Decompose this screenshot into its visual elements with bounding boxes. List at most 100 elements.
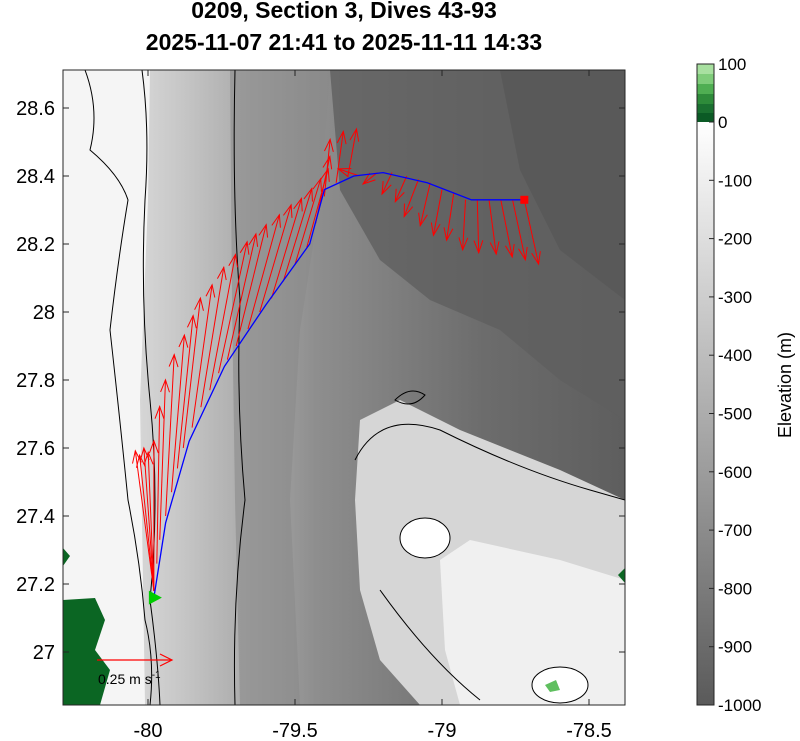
colorbar-tick-label: -100 [718, 171, 752, 190]
scale-arrow-label: 0.25 m s-1 [98, 670, 161, 687]
slope-band [230, 70, 330, 705]
land [63, 548, 70, 566]
current-vector [176, 314, 197, 469]
y-tick-label: 27.6 [16, 438, 55, 460]
map-axes: 0.25 m s-1 -80 -79.5 -79 -78.5 2727.227.427… [16, 69, 626, 741]
x-tick-label: -80 [134, 720, 163, 741]
current-vector [132, 449, 155, 591]
colorbar-tick-label: -500 [718, 405, 752, 424]
current-vector [154, 405, 165, 564]
current-vector [394, 175, 408, 204]
y-tick-label: 28.2 [16, 234, 55, 256]
y-axis: 27 27.2 27.4 27.6 27.8 28 28.2 28.4 28.6 [16, 98, 625, 664]
land [545, 680, 560, 692]
plateau-shallow [440, 540, 625, 705]
current-vector [512, 199, 528, 262]
y-tick-label: 27 [33, 642, 55, 664]
colorbar-ocean [697, 122, 714, 705]
current-vector [159, 378, 170, 540]
y-tick-label: 27.8 [16, 370, 55, 392]
colorbar-ticks: 100 0 -100 -200 -300 -400 -500 -600 -700 -800 -900… [709, 55, 761, 715]
colorbar-land-band [697, 113, 714, 122]
current-vector [218, 240, 250, 374]
current-vector [235, 223, 269, 347]
current-vector [418, 182, 431, 228]
colorbar-tick-label: -1000 [718, 696, 761, 715]
current-vector [403, 179, 419, 218]
contour-line [531, 666, 589, 704]
end-marker [520, 195, 529, 204]
y-tick-label: 28.4 [16, 166, 55, 188]
current-vectors [132, 127, 541, 591]
colorbar-tick-label: -400 [718, 346, 752, 365]
colorbar-tick-label: -200 [718, 230, 752, 249]
contour-line [354, 423, 625, 501]
y-tick-label: 27.4 [16, 506, 55, 528]
y-tick-label: 28 [33, 302, 55, 324]
contour-line [84, 70, 153, 705]
x-tick-label: -78.5 [566, 720, 612, 741]
colorbar-tick-label: -700 [718, 521, 752, 540]
colorbar-tick-label: -900 [718, 638, 752, 657]
start-marker [148, 590, 162, 605]
colorbar-land-band [697, 104, 714, 113]
current-vector [271, 197, 303, 299]
current-vector [443, 192, 455, 242]
colorbar-label: Elevation (m) [775, 332, 795, 438]
current-vector [200, 265, 227, 408]
current-vector [488, 199, 500, 256]
current-vector [171, 333, 189, 493]
current-vector [135, 453, 155, 591]
current-vector [473, 199, 484, 255]
colorbar-tick-label: 100 [718, 55, 746, 74]
current-vector [335, 129, 347, 183]
current-vector [148, 439, 159, 591]
track-markers [148, 195, 529, 605]
colorbar-land-band [697, 74, 714, 84]
colorbar-land-band [697, 94, 714, 104]
contour-line [379, 589, 481, 701]
current-vector [209, 253, 239, 391]
colorbar-land-band [697, 84, 714, 94]
contour-line [394, 390, 426, 405]
bathymetry [63, 70, 625, 705]
current-vector [336, 167, 360, 178]
y-tick-label: 28.6 [16, 98, 55, 120]
colorbar: 100 0 -100 -200 -300 -400 -500 -600 -700 -800 -900… [696, 55, 795, 715]
current-vector [282, 187, 313, 282]
land [63, 598, 110, 705]
shoal [399, 517, 451, 559]
current-vector [381, 172, 393, 196]
scale-arrow-head [159, 653, 174, 667]
chart-title-line2: 2025-11-07 21:41 to 2025-11-11 14:33 [146, 29, 542, 55]
glider-track [153, 171, 525, 598]
current-vector [143, 450, 155, 591]
current-vector [259, 203, 293, 313]
colorbar-tick-label: -300 [718, 288, 752, 307]
colorbar-land-band [697, 64, 714, 74]
current-vector [458, 199, 469, 252]
current-vector [323, 137, 334, 197]
current-vector [430, 189, 443, 237]
current-vector [247, 213, 281, 330]
track-line [153, 171, 525, 598]
x-tick-label: -79 [428, 720, 457, 741]
scale-arrow: 0.25 m s-1 [97, 653, 174, 687]
current-vector [191, 283, 216, 428]
chart-title-line1: 0209, Section 3, Dives 43-93 [191, 0, 497, 23]
current-vector [500, 199, 515, 259]
colorbar-frame [696, 63, 715, 706]
current-vector [523, 199, 541, 266]
x-axis: -80 -79.5 -79 -78.5 [134, 70, 612, 741]
current-vector [165, 353, 179, 517]
deep-basin-east [500, 70, 625, 300]
contour-line [233, 70, 246, 705]
x-tick-label: -79.5 [272, 720, 318, 741]
contour-line [141, 70, 161, 705]
colorbar-tick-label: -600 [718, 463, 752, 482]
current-vector [361, 172, 378, 185]
shelf [63, 70, 150, 705]
y-tick-label: 27.2 [16, 574, 55, 596]
colorbar-tick-label: -800 [718, 579, 752, 598]
